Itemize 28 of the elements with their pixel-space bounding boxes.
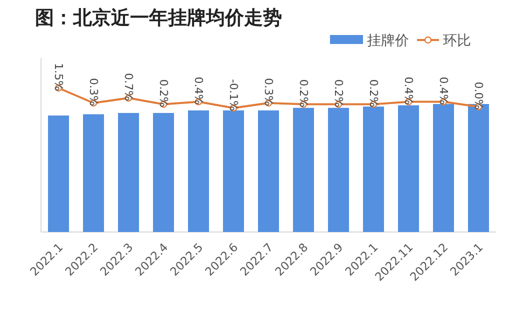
bar [328,108,349,232]
bar [118,112,139,232]
data-label: 0.0% [472,82,485,110]
bar [398,105,419,232]
data-label: 0.2% [157,79,170,108]
data-label: 1.5% [52,63,65,91]
data-label: 0.2% [297,79,310,108]
data-label: 0.3% [87,78,100,106]
bar [153,112,174,232]
data-label: -0.1% [227,79,240,111]
bar [433,104,454,232]
data-label: 0.4% [402,76,415,105]
data-label: 0.4% [437,76,450,105]
chart-title: 图：北京近一年挂牌均价走势 [35,7,282,29]
data-label: 0.7% [122,73,135,101]
bar [293,108,314,232]
data-label: 0.2% [332,79,345,108]
bar [363,106,384,232]
data-label: 0.3% [262,78,275,106]
bar [188,110,209,232]
bar [223,110,244,232]
data-label: 0.2% [367,79,380,108]
legend-label: 挂牌价 [367,33,409,49]
bar [48,116,69,232]
bar [83,114,104,232]
data-label: 0.4% [192,76,205,105]
legend-label: 环比 [443,33,471,49]
bar [258,110,279,232]
